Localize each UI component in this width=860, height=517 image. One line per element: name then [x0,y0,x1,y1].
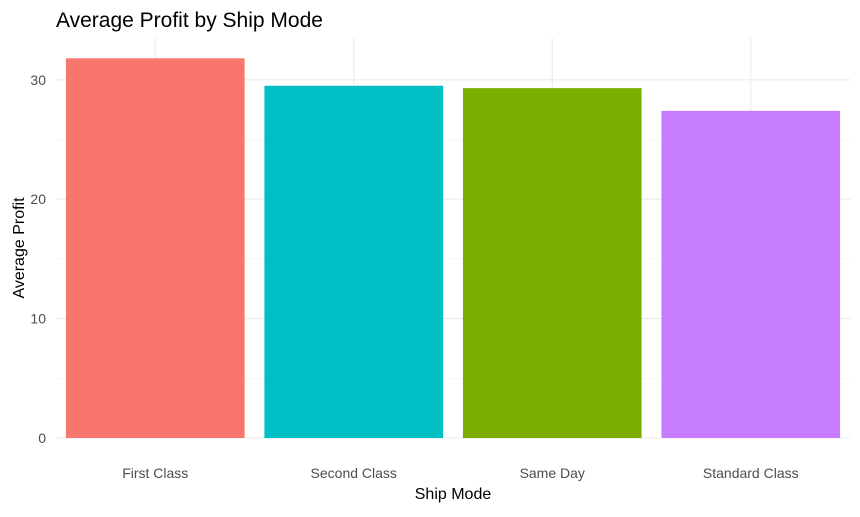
x-tick-label: Same Day [520,465,585,481]
y-axis-ticks: 0 10 20 30 [30,72,46,446]
bar-second-class [264,85,444,438]
y-tick-label: 0 [38,430,46,446]
bars [65,58,841,439]
x-tick-label: Second Class [311,465,397,481]
y-axis-title: Average Profit [11,197,28,299]
bar-same-day [462,88,642,438]
x-tick-label: Standard Class [703,465,799,481]
bar-standard-class [661,110,841,439]
chart-title: Average Profit by Ship Mode [56,9,323,32]
x-axis-title: Ship Mode [415,486,492,503]
y-tick-label: 30 [30,72,46,88]
y-tick-label: 20 [30,191,46,207]
bar-first-class [65,58,245,438]
x-axis-ticks: First Class Second Class Same Day Standard … [122,465,798,481]
x-tick-label: First Class [122,465,188,481]
y-tick-label: 10 [30,311,46,327]
